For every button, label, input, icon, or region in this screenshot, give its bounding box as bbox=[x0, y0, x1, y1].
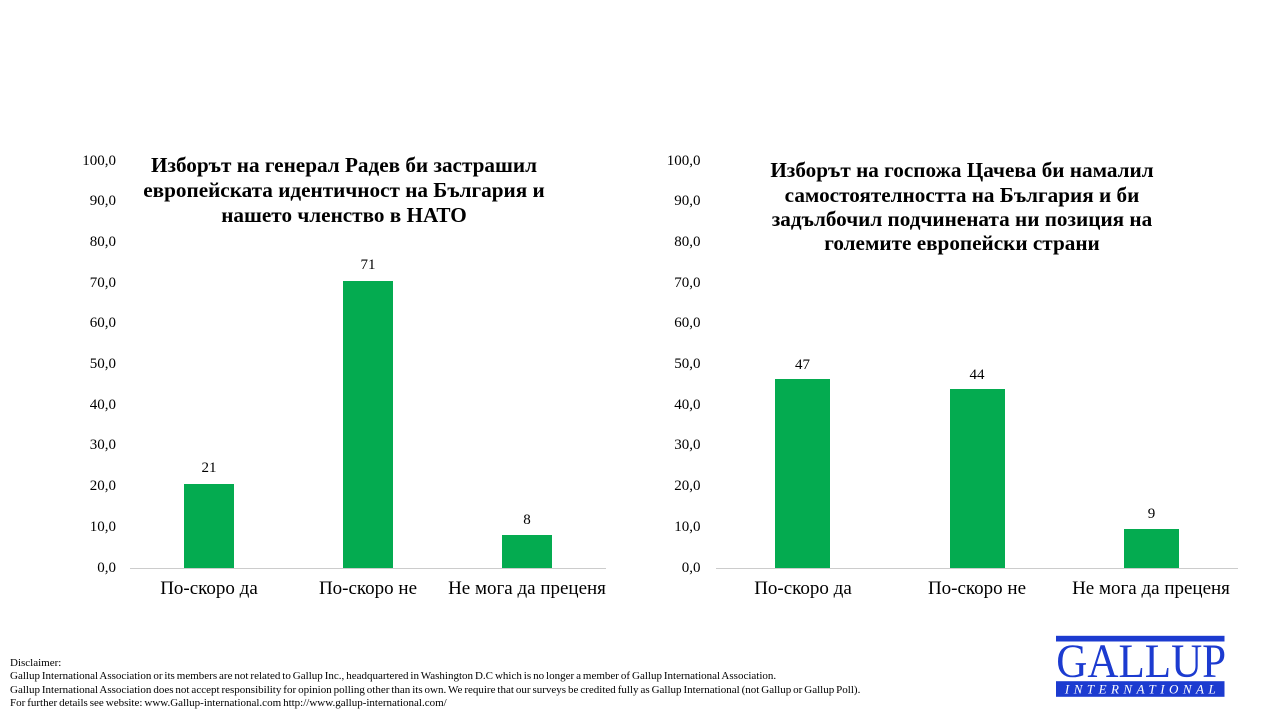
svg-text:INTERNATIONAL: INTERNATIONAL bbox=[1064, 681, 1216, 696]
svg-text:GALLUP: GALLUP bbox=[1056, 636, 1226, 688]
